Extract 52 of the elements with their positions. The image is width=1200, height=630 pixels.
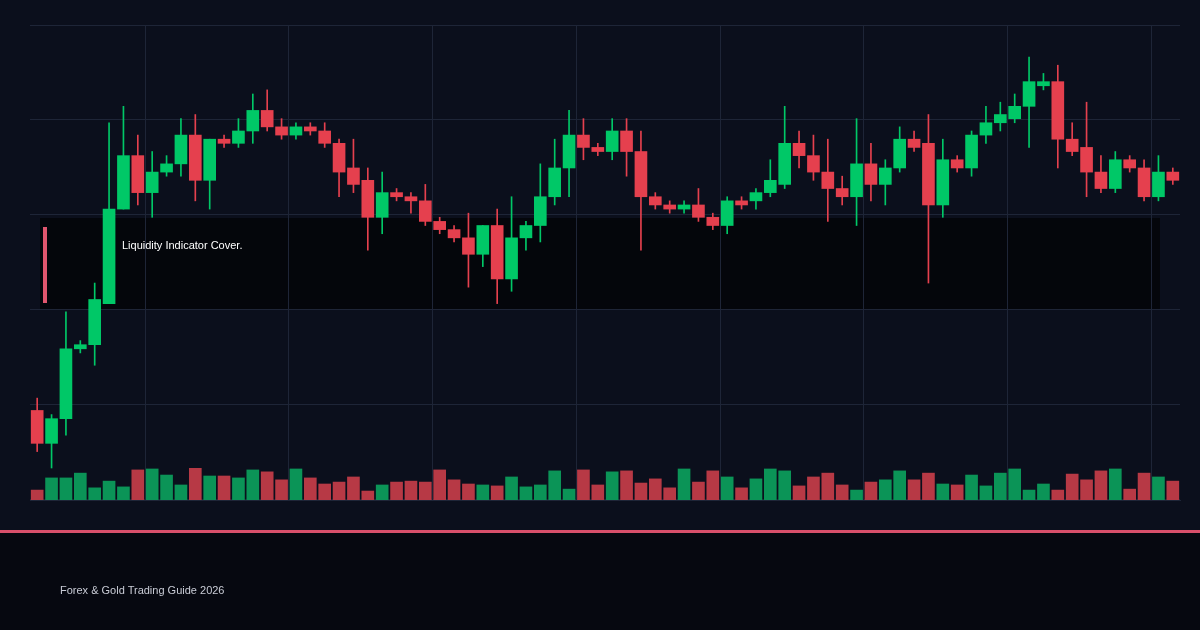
bar <box>1152 476 1165 500</box>
bar <box>620 470 633 500</box>
bar <box>792 485 806 500</box>
bar <box>188 468 202 500</box>
bar <box>217 475 231 500</box>
bar <box>131 469 145 500</box>
bar <box>332 481 346 500</box>
bar <box>605 471 619 500</box>
text: Forex & Gold Trading Guide 2026 <box>60 584 225 596</box>
bar <box>936 483 950 500</box>
bar <box>634 482 648 500</box>
bar <box>505 476 518 500</box>
bar <box>749 478 763 500</box>
bar <box>1094 470 1108 500</box>
bar <box>922 472 935 500</box>
bar <box>289 468 303 500</box>
bar <box>720 476 734 500</box>
bar <box>850 489 863 500</box>
annotation: Liquidity Indicator Cover. <box>122 239 243 251</box>
candlestick <box>821 138 835 222</box>
bar <box>835 484 849 500</box>
bar <box>390 481 403 500</box>
bar <box>677 468 691 500</box>
bar <box>102 480 116 500</box>
bar <box>45 477 58 500</box>
bar <box>864 481 878 500</box>
bar <box>59 477 73 500</box>
bar <box>30 489 44 500</box>
bar <box>203 475 217 500</box>
bar <box>404 480 418 500</box>
bar <box>1051 489 1065 500</box>
bar <box>979 485 993 500</box>
bar <box>447 479 461 500</box>
bar <box>1022 489 1036 500</box>
bar <box>375 484 389 500</box>
bar <box>476 484 490 500</box>
bar <box>950 484 964 500</box>
bar <box>735 487 748 500</box>
bar <box>117 486 130 500</box>
bar <box>562 488 576 500</box>
bar <box>965 474 978 500</box>
bar <box>1123 488 1137 500</box>
bar <box>1037 483 1050 500</box>
bar <box>907 479 921 500</box>
bar <box>462 483 475 500</box>
bar <box>1137 472 1151 500</box>
bar <box>490 485 504 500</box>
bar <box>174 484 188 500</box>
bar <box>519 486 533 500</box>
bar <box>1108 468 1122 500</box>
bar <box>1166 480 1180 500</box>
candlestick <box>404 192 418 214</box>
